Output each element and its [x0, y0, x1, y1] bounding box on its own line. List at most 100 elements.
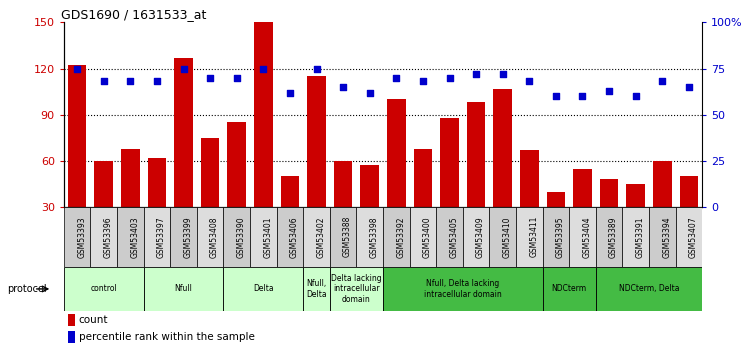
Bar — [493, 89, 512, 253]
Text: GSM53400: GSM53400 — [423, 216, 432, 258]
Point — [656, 79, 668, 84]
Point — [683, 84, 695, 90]
Point — [151, 79, 163, 84]
Text: GSM53390: GSM53390 — [237, 216, 246, 258]
Text: count: count — [79, 315, 108, 325]
Bar — [333, 161, 352, 253]
Bar — [653, 161, 671, 253]
Bar — [467, 102, 485, 253]
Text: GSM53401: GSM53401 — [264, 216, 273, 258]
Text: Delta lacking
intracellular
domain: Delta lacking intracellular domain — [331, 274, 382, 304]
Bar — [68, 314, 75, 326]
Bar — [303, 207, 330, 267]
Point — [603, 88, 615, 93]
Bar — [143, 207, 170, 267]
Text: control: control — [90, 284, 117, 294]
Bar — [307, 76, 326, 253]
Text: Nfull,
Delta: Nfull, Delta — [306, 279, 327, 299]
Text: GDS1690 / 1631533_at: GDS1690 / 1631533_at — [61, 8, 206, 21]
Point — [177, 66, 189, 71]
Bar — [623, 207, 649, 267]
Text: GSM53389: GSM53389 — [609, 216, 618, 258]
Bar — [254, 22, 273, 253]
Bar — [414, 149, 433, 253]
Bar — [626, 184, 645, 253]
Point — [258, 66, 270, 71]
Point — [629, 93, 641, 99]
Point — [71, 66, 83, 71]
Text: GSM53405: GSM53405 — [450, 216, 459, 258]
Point — [417, 79, 429, 84]
Text: GSM53404: GSM53404 — [583, 216, 592, 258]
Bar — [117, 207, 143, 267]
Text: GSM53397: GSM53397 — [157, 216, 166, 258]
Bar — [276, 207, 303, 267]
Text: Nfull: Nfull — [174, 284, 192, 294]
Bar — [596, 207, 623, 267]
Bar — [64, 207, 90, 267]
Bar — [516, 207, 543, 267]
Point — [310, 66, 322, 71]
Bar — [224, 207, 250, 267]
Point — [577, 93, 589, 99]
Text: GSM53411: GSM53411 — [529, 216, 538, 257]
Bar — [543, 207, 569, 267]
Bar — [649, 207, 676, 267]
Bar — [95, 161, 113, 253]
Bar — [600, 179, 618, 253]
Text: Nfull, Delta lacking
intracellular domain: Nfull, Delta lacking intracellular domai… — [424, 279, 502, 299]
Text: protocol: protocol — [8, 284, 47, 294]
Text: GSM53391: GSM53391 — [635, 216, 644, 258]
Text: GSM53408: GSM53408 — [210, 216, 219, 258]
Bar — [383, 267, 542, 310]
Point — [363, 90, 376, 95]
Point — [284, 90, 296, 95]
Point — [231, 75, 243, 80]
Point — [444, 75, 456, 80]
Point — [125, 79, 137, 84]
Bar — [387, 99, 406, 253]
Text: GSM53393: GSM53393 — [77, 216, 86, 258]
Bar — [64, 267, 143, 310]
Bar — [330, 267, 383, 310]
Text: GSM53396: GSM53396 — [104, 216, 113, 258]
Text: GSM53409: GSM53409 — [476, 216, 485, 258]
Text: GSM53398: GSM53398 — [369, 216, 379, 258]
Bar — [90, 207, 117, 267]
Text: GSM53388: GSM53388 — [343, 216, 352, 257]
Bar — [201, 138, 219, 253]
Bar — [543, 267, 596, 310]
Bar — [680, 176, 698, 253]
Bar — [68, 331, 75, 343]
Point — [98, 79, 110, 84]
Point — [496, 71, 508, 77]
Bar — [174, 58, 193, 253]
Bar — [224, 267, 303, 310]
Bar — [143, 267, 224, 310]
Bar — [170, 207, 197, 267]
Bar — [547, 191, 566, 253]
Bar — [250, 207, 276, 267]
Bar — [148, 158, 166, 253]
Bar — [303, 267, 330, 310]
Text: GSM53406: GSM53406 — [290, 216, 299, 258]
Bar — [121, 149, 140, 253]
Point — [204, 75, 216, 80]
Bar — [569, 207, 596, 267]
Bar — [596, 267, 702, 310]
Bar — [490, 207, 516, 267]
Point — [337, 84, 349, 90]
Bar — [409, 207, 436, 267]
Bar — [463, 207, 490, 267]
Bar — [68, 66, 86, 253]
Bar — [520, 150, 538, 253]
Text: GSM53392: GSM53392 — [397, 216, 406, 258]
Bar — [357, 207, 383, 267]
Point — [470, 71, 482, 77]
Bar — [573, 169, 592, 253]
Bar — [383, 207, 409, 267]
Bar — [197, 207, 224, 267]
Text: GSM53402: GSM53402 — [316, 216, 325, 258]
Bar — [676, 207, 702, 267]
Bar — [440, 118, 459, 253]
